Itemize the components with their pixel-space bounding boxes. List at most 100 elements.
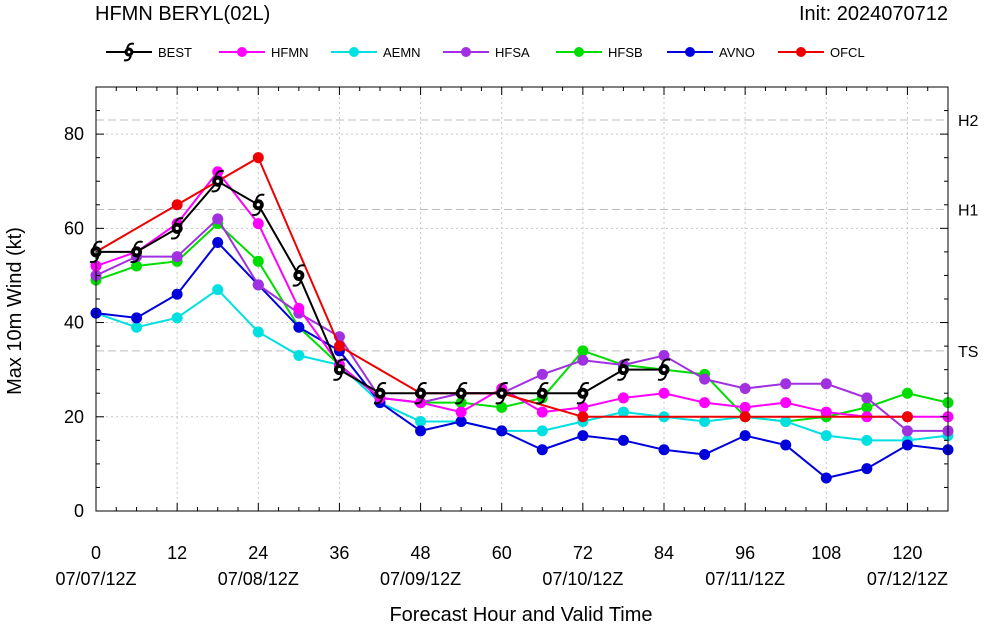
hurricane-marker	[414, 382, 427, 405]
x-axis-label: Forecast Hour and Valid Time	[389, 604, 652, 624]
series-line	[95, 240, 949, 480]
data-point	[861, 392, 873, 404]
y-axis-label: Max 10m Wind (kt)	[4, 227, 26, 395]
x-tick-label: 36	[329, 543, 349, 563]
marker-arm	[92, 240, 103, 248]
marker-arm	[457, 382, 468, 390]
data-point	[820, 472, 832, 484]
data-point	[171, 312, 183, 324]
data-point	[252, 152, 264, 164]
plot-frame	[95, 86, 949, 512]
hurricane-marker	[251, 193, 265, 216]
hurricane-marker	[211, 170, 225, 193]
data-point	[333, 340, 345, 352]
legend-entry-hfsb: HFSB	[556, 45, 643, 60]
date-tick-label: 07/09/12Z	[380, 569, 461, 589]
series-avno	[90, 236, 954, 484]
marker-arm	[292, 279, 303, 287]
data-point	[820, 378, 832, 390]
marker-arm	[123, 55, 132, 62]
data-point	[171, 251, 183, 263]
marker-eye	[216, 179, 220, 183]
reference-label: TS	[958, 344, 978, 361]
marker-arm	[498, 382, 509, 390]
x-tick-label: 12	[167, 543, 187, 563]
data-point	[252, 255, 264, 267]
data-point	[658, 444, 670, 456]
legend-label: HFSA	[495, 45, 530, 60]
hurricane-marker	[123, 42, 135, 62]
marker-arm	[255, 193, 265, 201]
legend-label: AEMN	[383, 45, 421, 60]
y-tick-label: 60	[64, 218, 84, 238]
data-point	[171, 288, 183, 300]
data-point	[212, 236, 224, 248]
marker-eye	[378, 391, 382, 395]
hurricane-marker	[170, 217, 184, 240]
legend-label: HFSB	[608, 45, 643, 60]
marker-eye	[540, 391, 544, 395]
data-point	[617, 392, 629, 404]
series-aemn	[90, 284, 954, 446]
y-tick-label: 20	[64, 407, 84, 427]
data-point	[901, 387, 913, 399]
date-tick-label: 07/08/12Z	[218, 569, 299, 589]
data-point	[212, 213, 224, 225]
marker-eye	[662, 368, 666, 372]
marker-eye	[500, 391, 504, 395]
marker-arm	[214, 170, 225, 178]
data-point	[536, 444, 548, 456]
marker-eye	[581, 391, 585, 395]
marker-eye	[418, 391, 423, 395]
hurricane-marker	[130, 240, 143, 264]
series-line	[95, 222, 949, 423]
data-point	[739, 411, 751, 423]
x-tick-label: 48	[411, 543, 431, 563]
marker-arm	[535, 397, 546, 405]
data-point	[901, 425, 913, 437]
data-point	[577, 430, 589, 442]
legend-marker	[237, 47, 247, 57]
hurricane-marker	[333, 358, 346, 381]
y-tick-label: 80	[64, 124, 84, 144]
data-point	[455, 406, 467, 418]
data-point	[861, 463, 873, 475]
init-time: Init: 2024070712	[799, 3, 948, 25]
data-point	[496, 401, 508, 413]
data-point	[739, 383, 751, 395]
legend-marker	[461, 47, 471, 57]
marker-arm	[173, 217, 184, 225]
marker-eye	[337, 368, 342, 372]
hurricane-marker	[292, 264, 306, 287]
date-tick-label: 07/12/12Z	[867, 569, 948, 589]
data-point	[415, 415, 427, 427]
marker-eye	[459, 391, 463, 395]
marker-arm	[579, 382, 590, 390]
data-point	[536, 425, 548, 437]
legend-marker	[574, 47, 584, 57]
data-point	[496, 425, 508, 437]
data-point	[820, 406, 832, 418]
data-point	[252, 326, 264, 338]
legend: BEST HFMN AEMN HFSA HFSB AVNO OFCL	[106, 42, 865, 62]
marker-arm	[126, 42, 135, 49]
marker-arm	[336, 358, 346, 366]
hurricane-marker	[657, 358, 671, 381]
data-point	[131, 260, 143, 272]
data-point	[252, 218, 264, 230]
data-point	[780, 378, 792, 390]
data-point	[901, 411, 913, 423]
chart-title: HFMN BERYL(02L)	[95, 3, 270, 25]
reference-label: H2	[958, 113, 979, 130]
series-group	[89, 152, 954, 484]
data-point	[293, 321, 305, 333]
marker-eye	[621, 368, 626, 372]
data-point	[293, 302, 305, 314]
legend-entry-avno: AVNO	[667, 45, 755, 60]
x-tick-label: 120	[892, 543, 922, 563]
legend-entry-hfsa: HFSA	[443, 45, 530, 60]
data-point	[617, 434, 629, 446]
marker-arm	[660, 358, 671, 366]
data-point	[293, 350, 305, 362]
marker-arm	[130, 256, 140, 264]
